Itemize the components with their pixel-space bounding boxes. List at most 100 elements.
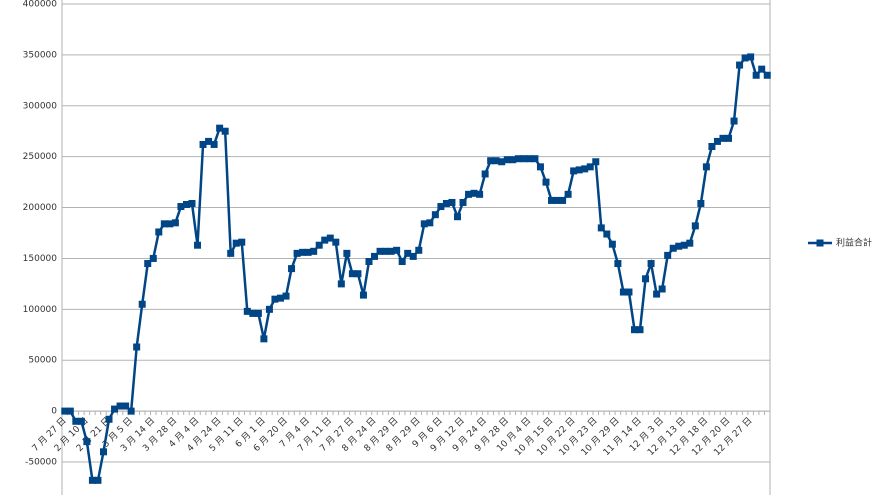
point xyxy=(365,257,373,265)
point xyxy=(299,248,307,256)
point xyxy=(465,190,473,198)
point xyxy=(603,230,611,238)
point xyxy=(409,252,417,260)
y-tick-label: 300000 xyxy=(23,101,58,111)
point xyxy=(404,249,412,257)
point xyxy=(747,53,755,61)
point xyxy=(99,448,107,456)
point xyxy=(442,199,450,207)
point xyxy=(619,288,627,296)
y-tick-label: 350000 xyxy=(23,50,58,60)
point xyxy=(708,142,716,150)
point xyxy=(359,291,367,299)
point xyxy=(702,163,710,171)
point xyxy=(288,265,296,273)
point xyxy=(525,155,533,163)
point xyxy=(149,254,157,262)
point xyxy=(548,196,556,204)
point xyxy=(77,417,85,425)
point xyxy=(105,415,113,423)
point xyxy=(321,236,329,244)
point xyxy=(564,190,572,198)
point xyxy=(199,140,207,148)
point xyxy=(736,61,744,69)
point xyxy=(88,476,96,484)
point xyxy=(177,203,185,211)
point xyxy=(509,156,517,164)
point xyxy=(680,241,688,249)
point xyxy=(265,305,273,313)
point xyxy=(326,234,334,242)
point xyxy=(669,244,677,252)
point xyxy=(194,241,202,249)
point xyxy=(271,295,279,303)
point xyxy=(675,242,683,250)
point xyxy=(520,155,528,163)
point xyxy=(260,335,268,343)
y-tick-label: 0 xyxy=(51,407,57,417)
point xyxy=(155,228,163,236)
point xyxy=(166,220,174,228)
point xyxy=(448,198,456,206)
point xyxy=(725,134,733,142)
point xyxy=(592,158,600,166)
point xyxy=(238,238,246,246)
point xyxy=(315,241,323,249)
point xyxy=(182,201,190,209)
point xyxy=(625,288,633,296)
point xyxy=(476,190,484,198)
point xyxy=(354,270,362,278)
point xyxy=(227,249,235,257)
point xyxy=(293,249,301,257)
point xyxy=(376,247,384,255)
point xyxy=(304,248,312,256)
point xyxy=(719,134,727,142)
point xyxy=(492,157,500,165)
point xyxy=(459,198,467,206)
point xyxy=(138,300,146,308)
point xyxy=(243,307,251,315)
point xyxy=(431,211,439,219)
point xyxy=(730,117,738,125)
point xyxy=(597,224,605,232)
point xyxy=(116,402,124,410)
point xyxy=(636,326,644,334)
point xyxy=(658,285,666,293)
point xyxy=(581,165,589,173)
point xyxy=(144,260,152,268)
point xyxy=(741,54,749,62)
point xyxy=(216,124,224,132)
point xyxy=(249,309,257,317)
point xyxy=(94,476,102,484)
point xyxy=(575,166,583,174)
point xyxy=(337,280,345,288)
legend-marker xyxy=(816,239,824,247)
y-tick-label: 400000 xyxy=(23,0,58,10)
point xyxy=(559,196,567,204)
point xyxy=(348,270,356,278)
point xyxy=(420,220,428,228)
point xyxy=(83,438,91,446)
point xyxy=(393,246,401,254)
point xyxy=(61,407,69,415)
point xyxy=(387,247,395,255)
point xyxy=(171,219,179,227)
y-tick-label: -50000 xyxy=(25,458,57,468)
point xyxy=(221,127,229,135)
point xyxy=(310,247,318,255)
point xyxy=(642,275,650,283)
point xyxy=(653,290,661,298)
legend-label: 利益合計 xyxy=(836,237,872,249)
point xyxy=(498,158,506,166)
point xyxy=(647,260,655,268)
point xyxy=(614,260,622,268)
point xyxy=(127,407,135,415)
y-tick-label: 100000 xyxy=(23,305,58,315)
point xyxy=(758,65,766,73)
point xyxy=(426,219,434,227)
point xyxy=(691,222,699,230)
point xyxy=(570,167,578,175)
point xyxy=(514,155,522,163)
